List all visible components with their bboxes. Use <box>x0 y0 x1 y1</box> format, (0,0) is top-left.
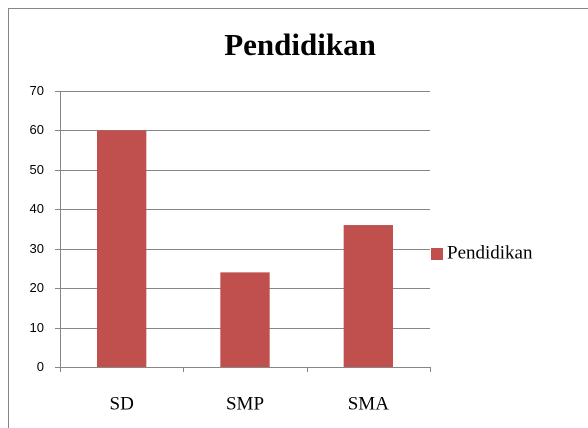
x-tick-label: SMA <box>348 393 389 414</box>
y-tick-label: 40 <box>30 201 44 216</box>
y-tick-label: 60 <box>30 122 44 137</box>
y-tick-label: 70 <box>30 83 44 98</box>
x-tick-label: SMP <box>226 393 264 414</box>
y-tick-label: 30 <box>30 241 44 256</box>
legend-swatch <box>431 248 443 260</box>
y-tick-label: 20 <box>30 280 44 295</box>
y-tick-label: 0 <box>37 359 44 374</box>
chart-title: Pendidikan <box>224 27 376 62</box>
bar <box>343 225 393 367</box>
legend-label: Pendidikan <box>447 242 533 263</box>
y-tick-label: 10 <box>30 320 44 335</box>
bar <box>220 272 270 367</box>
x-tick-label: SD <box>110 393 134 414</box>
bar <box>97 130 147 367</box>
chart-frame <box>8 8 588 428</box>
y-tick-label: 50 <box>30 162 44 177</box>
